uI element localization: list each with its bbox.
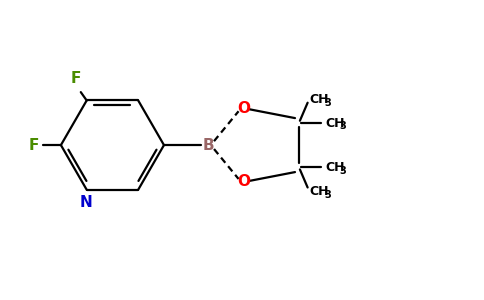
Text: 3: 3	[324, 190, 331, 200]
Text: 3: 3	[324, 98, 331, 107]
Text: CH: CH	[325, 116, 345, 130]
Text: CH: CH	[325, 161, 345, 174]
Text: 3: 3	[340, 166, 347, 176]
Text: O: O	[237, 101, 250, 116]
Text: 3: 3	[340, 122, 347, 131]
Text: N: N	[79, 196, 92, 211]
Text: B: B	[202, 138, 214, 153]
Text: CH: CH	[309, 184, 329, 198]
Text: F: F	[71, 71, 81, 86]
Text: F: F	[29, 138, 39, 153]
Text: O: O	[237, 174, 250, 189]
Text: CH: CH	[309, 93, 329, 106]
